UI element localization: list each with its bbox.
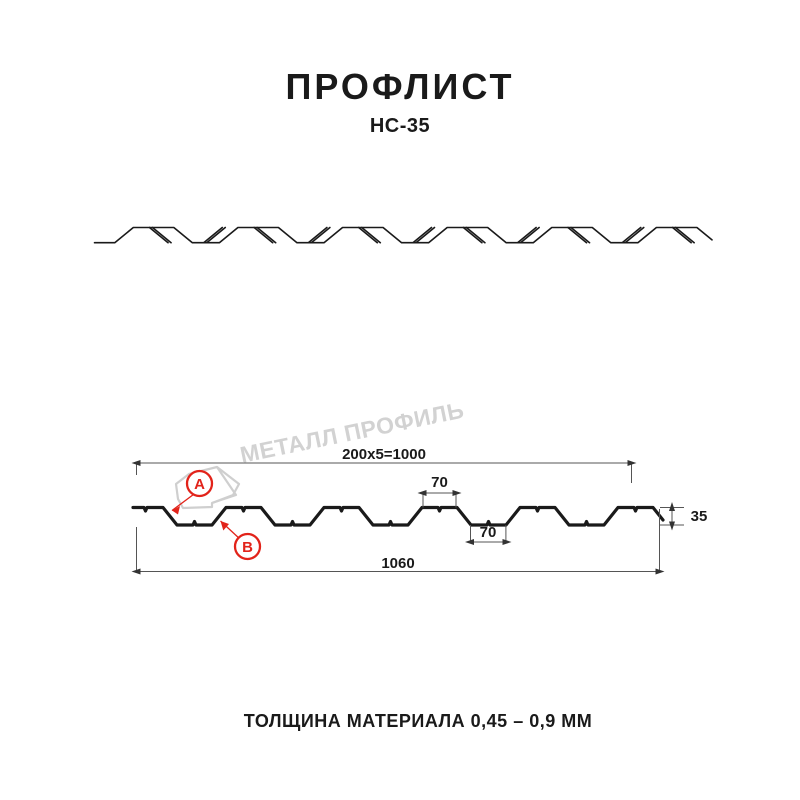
- svg-text:200x5=1000: 200x5=1000: [342, 446, 426, 463]
- svg-text:35: 35: [691, 508, 708, 525]
- svg-text:70: 70: [480, 524, 497, 541]
- svg-text:A: A: [194, 476, 205, 493]
- svg-text:1060: 1060: [381, 555, 414, 572]
- svg-text:B: B: [242, 539, 253, 556]
- svg-text:70: 70: [431, 474, 448, 491]
